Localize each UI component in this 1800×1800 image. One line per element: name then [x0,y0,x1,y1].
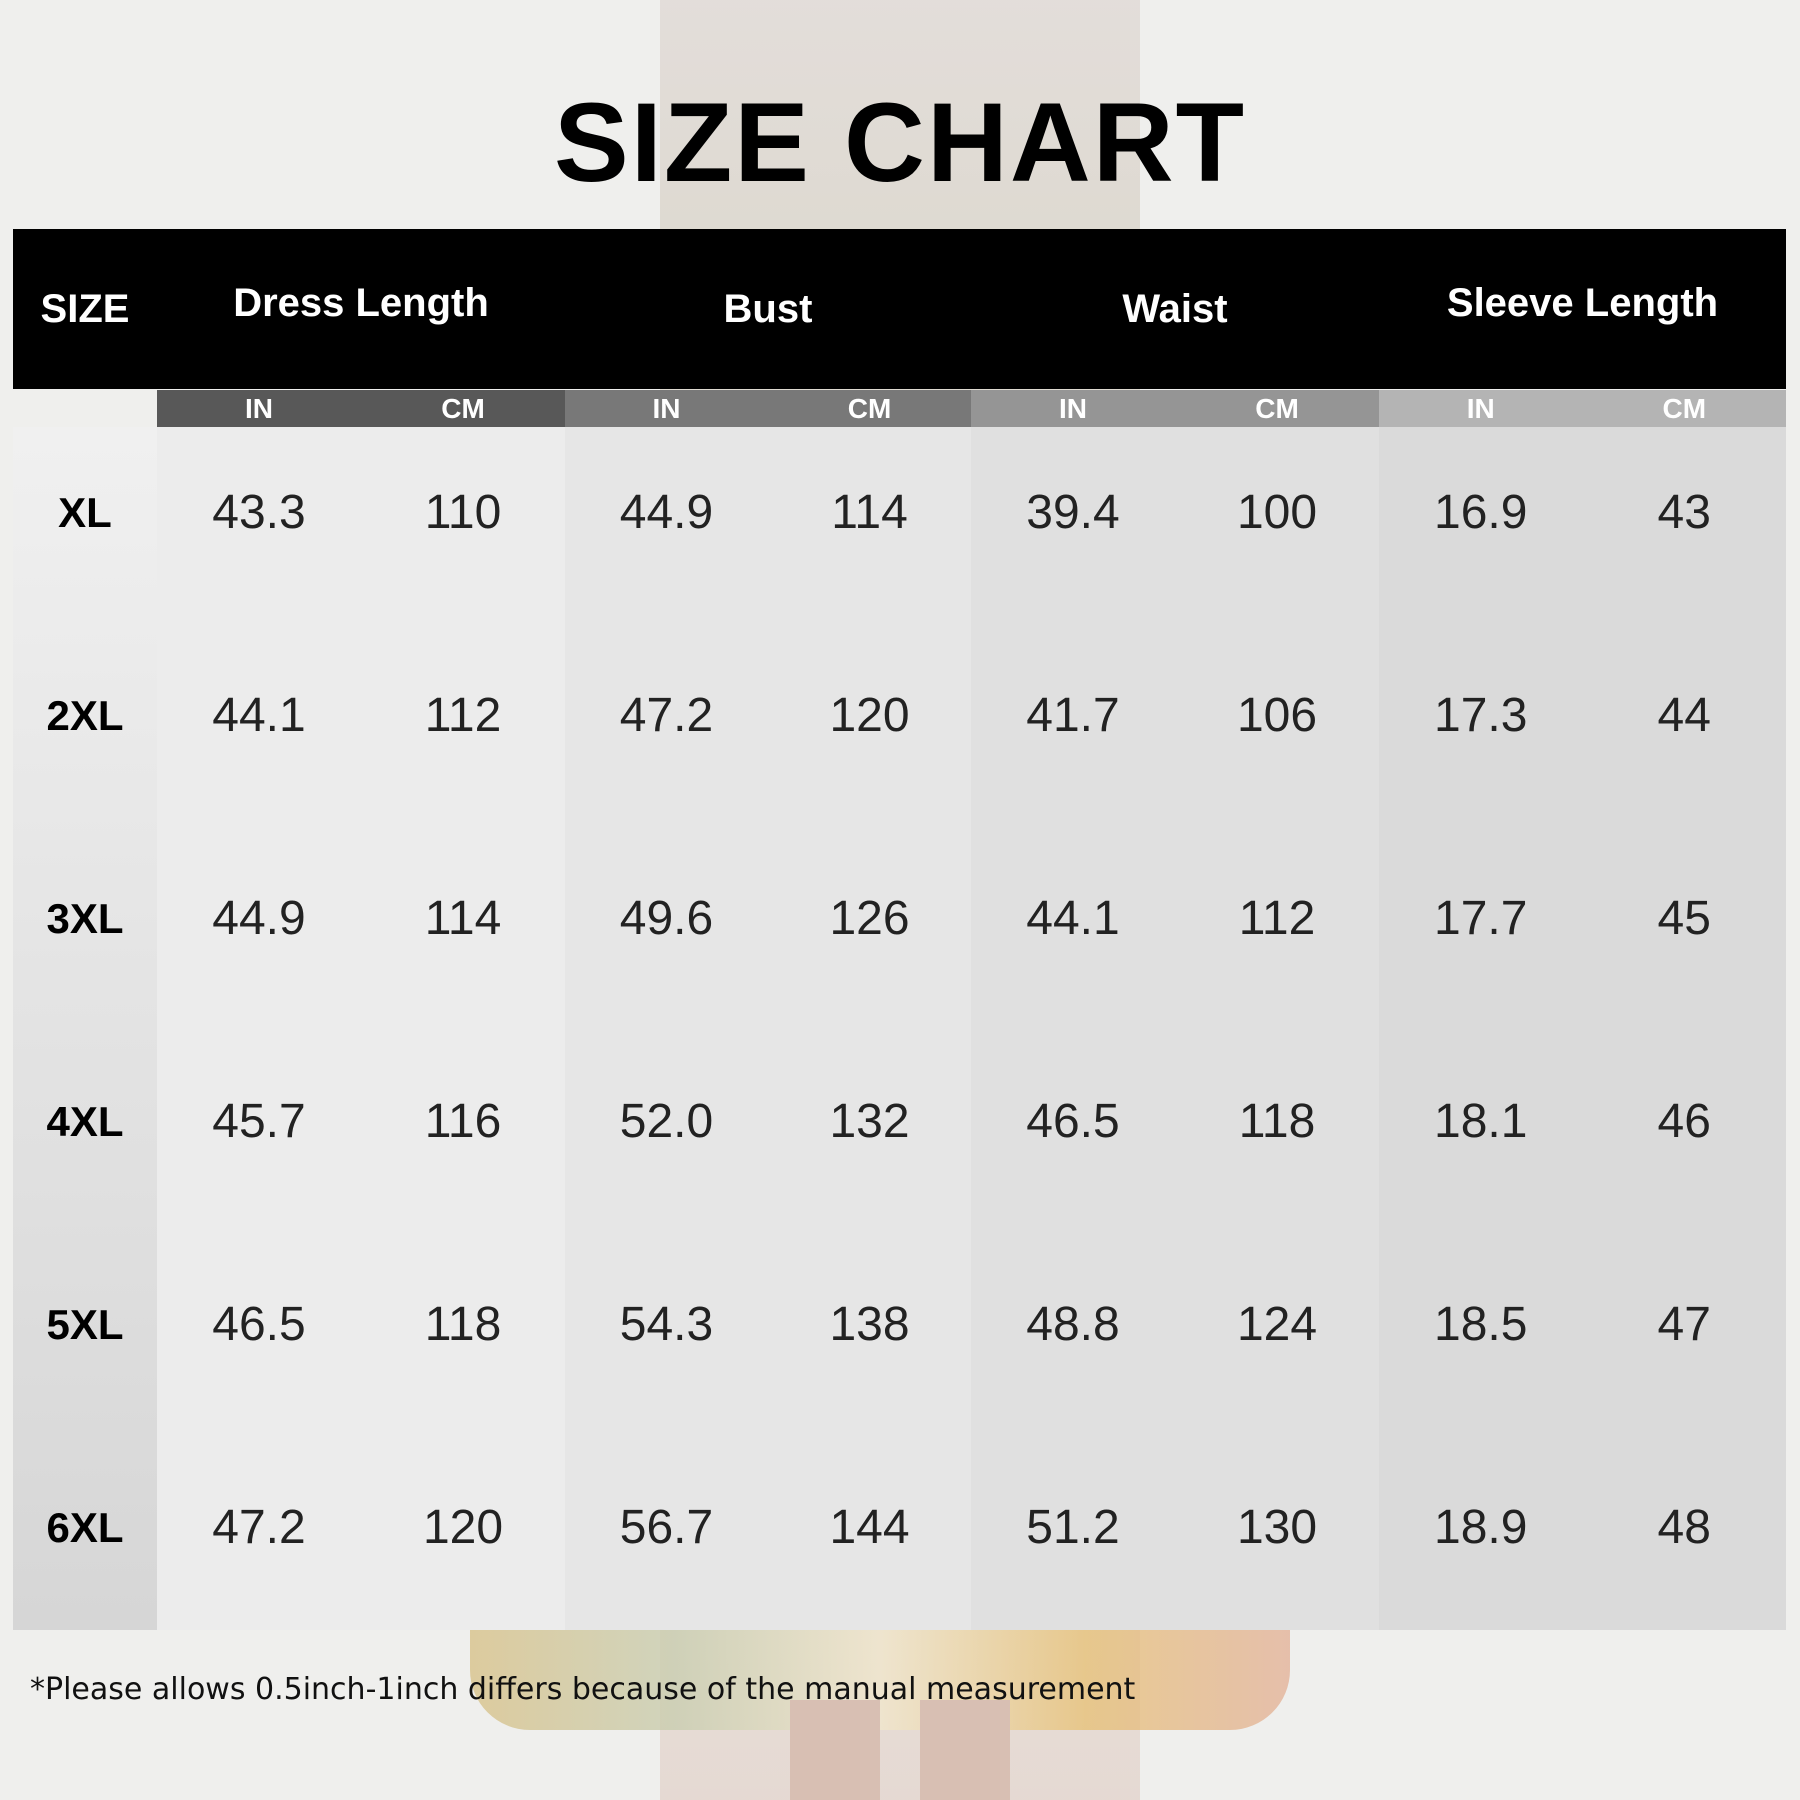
table-cell: 17.3 [1434,689,1528,742]
table-cell: 48 [1657,1501,1711,1554]
header-sleeve-length: Sleeve Length [1446,281,1719,325]
unit-in: IN [652,393,681,424]
table-cell: 48.8 [1026,1298,1120,1351]
unit-bar: IN CM [971,390,1379,427]
measurement-column [971,427,1379,1630]
unit-in: IN [1466,393,1495,424]
table-cell: 124 [1236,1298,1318,1351]
table-cell: 112 [424,689,502,742]
table-cell: 43 [1657,486,1711,539]
header-dress-length: Dress Length [233,281,489,325]
table-cell: 47.2 [212,1501,306,1554]
table-cell: 126 [829,892,910,945]
size-label: 4XL [46,1098,124,1145]
table-cell: 46 [1657,1095,1711,1148]
table-cell: 45.7 [212,1095,306,1148]
table-cell: 110 [424,486,502,539]
table-cell: 114 [424,892,502,945]
table-cell: 46.5 [212,1298,306,1351]
measurement-column [157,427,565,1630]
unit-cm: CM [441,393,485,424]
table-header: SIZE Dress Length Bust Waist Sleeve Leng… [13,229,1786,389]
background-leg [920,1700,1010,1800]
table-cell: 46.5 [1026,1095,1120,1148]
size-column [13,427,157,1630]
page-title: SIZE CHART [554,80,1246,205]
measurement-column [1379,427,1786,1630]
table-cell: 41.7 [1026,689,1120,742]
header-size: SIZE [40,287,130,331]
table-cell: 16.9 [1434,486,1528,539]
table-cell: 44.9 [619,486,714,539]
measurement-column [565,427,971,1630]
unit-bar: IN CM [1379,390,1786,427]
unit-cm: CM [1255,393,1299,424]
table-cell: 51.2 [1026,1501,1120,1554]
table-cell: 44.1 [212,689,306,742]
table-cell: 44.9 [212,892,306,945]
unit-bar: IN CM [157,390,565,427]
unit-in: IN [1059,393,1087,424]
table-cell: 116 [424,1095,502,1148]
unit-cm: CM [847,393,892,424]
size-label: 5XL [46,1301,124,1348]
size-label: 2XL [46,692,124,739]
table-cell: 112 [1238,892,1316,945]
background-dress [470,1630,1290,1730]
table-cell: 52.0 [619,1095,714,1148]
table-cell: 18.9 [1434,1501,1528,1554]
table-cell: 120 [422,1501,504,1554]
table-cell: 47.2 [619,689,714,742]
table-cell: 100 [1236,486,1318,539]
table-cell: 130 [1236,1501,1318,1554]
table-cell: 44 [1657,689,1711,742]
size-label: 3XL [46,895,124,942]
table-cell: 106 [1236,689,1318,742]
table-cell: 43.3 [212,486,306,539]
table-cell: 45 [1657,892,1711,945]
table-cell: 118 [424,1298,502,1351]
table-cell: 18.1 [1434,1095,1528,1148]
table-cell: 49.6 [619,892,714,945]
table-cell: 118 [1238,1095,1316,1148]
table-cell: 56.7 [619,1501,714,1554]
table-cell: 132 [829,1095,910,1148]
measurement-note: *Please allows 0.5inch-1inch differs bec… [30,1672,1136,1707]
table-cell: 44.1 [1026,892,1120,945]
table-cell: 17.7 [1434,892,1528,945]
header-bust: Bust [723,287,813,331]
unit-cm: CM [1662,393,1707,424]
table-cell: 144 [829,1501,910,1554]
table-cell: 138 [829,1298,910,1351]
header-waist: Waist [1122,287,1228,331]
size-label: XL [58,489,112,536]
table-cell: 39.4 [1026,486,1120,539]
table-cell: 114 [831,486,908,539]
unit-in: IN [245,393,273,424]
table-cell: 54.3 [619,1298,714,1351]
background-leg [790,1700,880,1800]
table-cell: 18.5 [1434,1298,1528,1351]
size-label: 6XL [46,1504,124,1551]
table-cell: 47 [1657,1298,1711,1351]
unit-bar: IN CM [565,390,971,427]
table-cell: 120 [829,689,910,742]
